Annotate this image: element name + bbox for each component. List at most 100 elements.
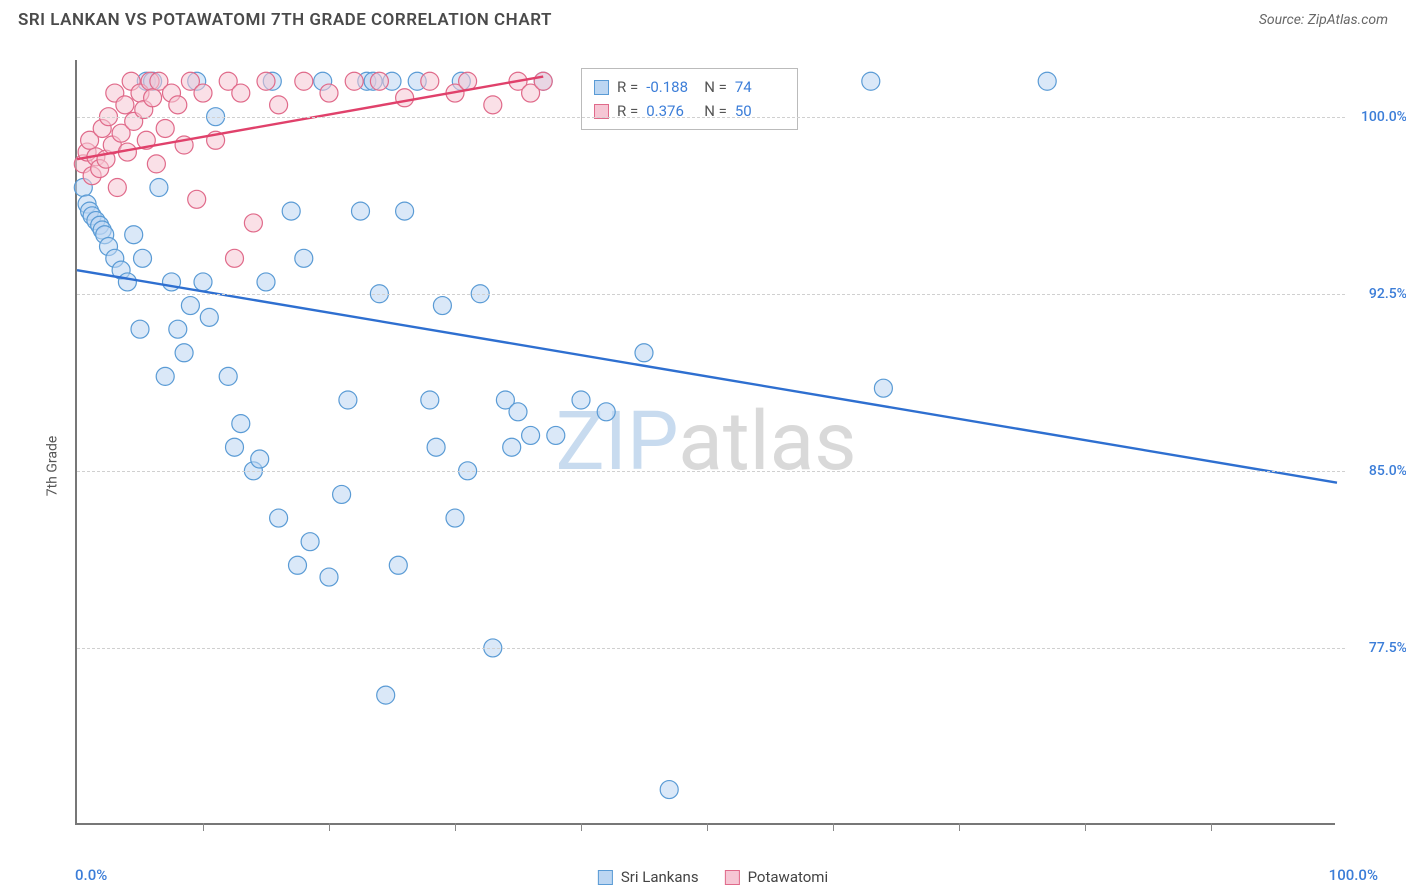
correlation-info-box: R =-0.188N =74R =0.376N =50 bbox=[581, 68, 798, 130]
data-point bbox=[547, 426, 565, 444]
chart-header: SRI LANKAN VS POTAWATOMI 7TH GRADE CORRE… bbox=[0, 0, 1406, 38]
plot-svg bbox=[77, 60, 1337, 825]
data-point bbox=[522, 426, 540, 444]
data-point bbox=[333, 485, 351, 503]
data-point bbox=[219, 367, 237, 385]
data-point bbox=[295, 72, 313, 90]
data-point bbox=[421, 72, 439, 90]
data-point bbox=[421, 391, 439, 409]
data-point bbox=[270, 96, 288, 114]
n-value: 50 bbox=[735, 99, 785, 123]
chart-area: 7th Grade ZIPatlas R =-0.188N =74R =0.37… bbox=[20, 40, 1406, 892]
legend-item: Potawatomi bbox=[725, 868, 829, 886]
data-point bbox=[169, 320, 187, 338]
data-point bbox=[862, 72, 880, 90]
data-point bbox=[181, 297, 199, 315]
x-tick bbox=[203, 823, 204, 831]
data-point bbox=[194, 273, 212, 291]
n-label: N = bbox=[704, 99, 727, 123]
data-point bbox=[175, 344, 193, 362]
data-point bbox=[459, 72, 477, 90]
x-tick bbox=[959, 823, 960, 831]
legend-label: Sri Lankans bbox=[621, 868, 699, 886]
n-value: 74 bbox=[735, 75, 785, 99]
legend-swatch bbox=[598, 870, 613, 885]
data-point bbox=[116, 96, 134, 114]
data-point bbox=[232, 415, 250, 433]
x-axis-max-label: 100.0% bbox=[1329, 866, 1378, 884]
data-point bbox=[131, 320, 149, 338]
chart-source: Source: ZipAtlas.com bbox=[1259, 12, 1388, 28]
r-label: R = bbox=[617, 75, 638, 99]
x-tick bbox=[329, 823, 330, 831]
data-point bbox=[150, 179, 168, 197]
x-tick bbox=[1085, 823, 1086, 831]
gridline bbox=[77, 648, 1345, 649]
y-tick-label: 92.5% bbox=[1347, 286, 1406, 302]
data-point bbox=[282, 202, 300, 220]
data-point bbox=[572, 391, 590, 409]
plot-region: ZIPatlas R =-0.188N =74R =0.376N =50 100… bbox=[75, 60, 1335, 825]
data-point bbox=[433, 297, 451, 315]
legend-label: Potawatomi bbox=[748, 868, 829, 886]
data-point bbox=[1038, 72, 1056, 90]
data-point bbox=[660, 781, 678, 799]
data-point bbox=[352, 202, 370, 220]
data-point bbox=[427, 438, 445, 456]
data-point bbox=[188, 190, 206, 208]
data-point bbox=[396, 202, 414, 220]
data-point bbox=[339, 391, 357, 409]
data-point bbox=[396, 89, 414, 107]
n-label: N = bbox=[704, 75, 727, 99]
r-value: 0.376 bbox=[646, 99, 696, 123]
data-point bbox=[597, 403, 615, 421]
data-point bbox=[484, 96, 502, 114]
legend-swatch bbox=[725, 870, 740, 885]
y-tick-label: 77.5% bbox=[1347, 640, 1406, 656]
data-point bbox=[108, 179, 126, 197]
data-point bbox=[377, 686, 395, 704]
data-point bbox=[257, 72, 275, 90]
data-point bbox=[389, 556, 407, 574]
x-tick bbox=[455, 823, 456, 831]
data-point bbox=[635, 344, 653, 362]
data-point bbox=[534, 72, 552, 90]
legend-item: Sri Lankans bbox=[598, 868, 699, 886]
trend-line bbox=[77, 270, 1337, 483]
data-point bbox=[345, 72, 363, 90]
x-tick bbox=[833, 823, 834, 831]
data-point bbox=[169, 96, 187, 114]
data-point bbox=[244, 214, 262, 232]
data-point bbox=[144, 89, 162, 107]
data-point bbox=[232, 84, 250, 102]
data-point bbox=[226, 249, 244, 267]
data-point bbox=[156, 119, 174, 137]
data-point bbox=[503, 438, 521, 456]
data-point bbox=[194, 84, 212, 102]
x-tick bbox=[1211, 823, 1212, 831]
gridline bbox=[77, 471, 1345, 472]
data-point bbox=[370, 72, 388, 90]
data-point bbox=[874, 379, 892, 397]
gridline bbox=[77, 294, 1345, 295]
x-tick bbox=[581, 823, 582, 831]
data-point bbox=[270, 509, 288, 527]
info-row: R =0.376N =50 bbox=[594, 99, 785, 123]
data-point bbox=[156, 367, 174, 385]
data-point bbox=[446, 509, 464, 527]
data-point bbox=[134, 249, 152, 267]
data-point bbox=[251, 450, 269, 468]
y-tick-label: 85.0% bbox=[1347, 463, 1406, 479]
data-point bbox=[118, 273, 136, 291]
legend-swatch bbox=[594, 80, 609, 95]
legend: Sri Lankans Potawatomi bbox=[598, 868, 828, 886]
data-point bbox=[509, 403, 527, 421]
x-axis-min-label: 0.0% bbox=[75, 866, 107, 884]
gridline bbox=[77, 117, 1345, 118]
data-point bbox=[320, 84, 338, 102]
r-value: -0.188 bbox=[646, 75, 696, 99]
data-point bbox=[125, 226, 143, 244]
x-tick bbox=[707, 823, 708, 831]
data-point bbox=[301, 533, 319, 551]
data-point bbox=[257, 273, 275, 291]
